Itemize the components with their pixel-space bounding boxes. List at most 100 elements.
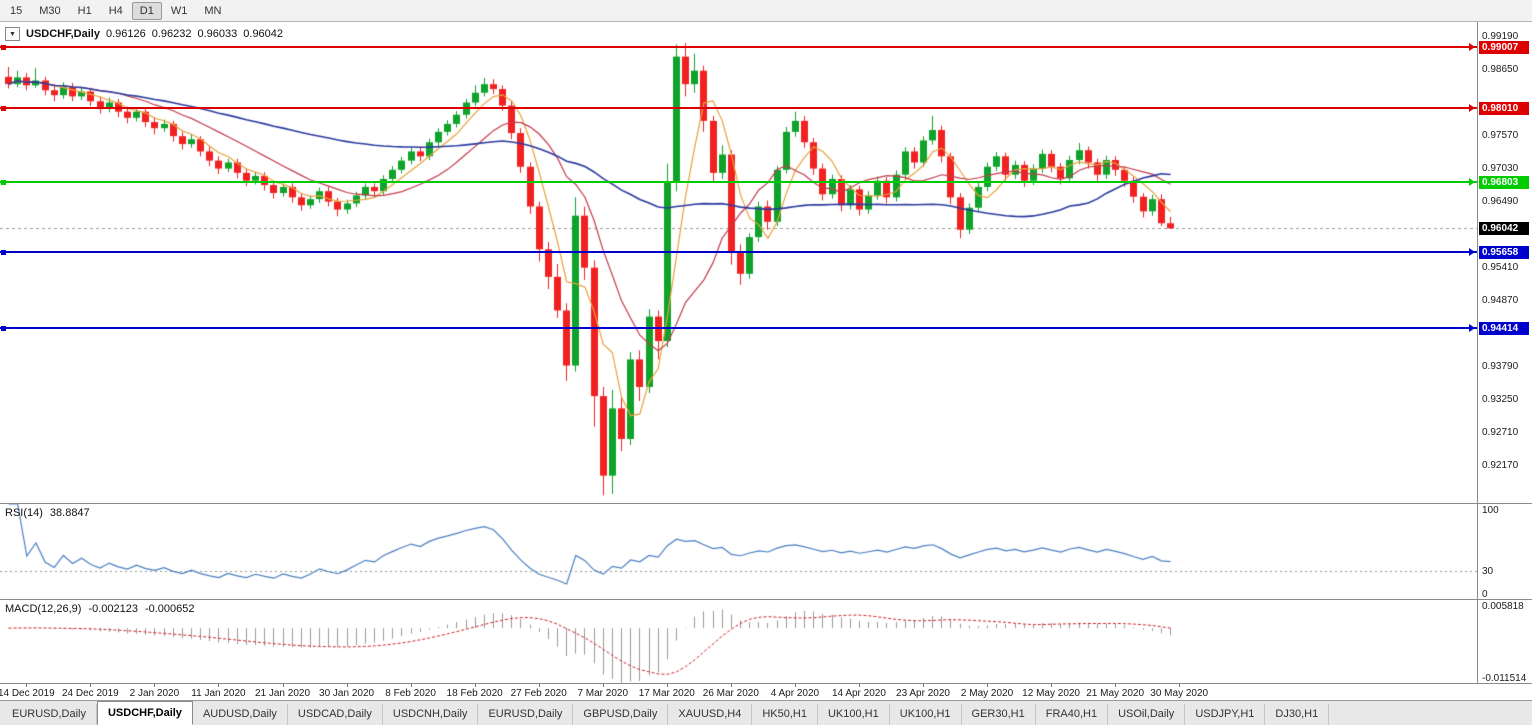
price-axis-tick: 0.92170 — [1482, 460, 1519, 472]
chart-tab-eurusd-daily[interactable]: EURUSD,Daily — [2, 704, 97, 725]
macd-signal-value: -0.000652 — [144, 603, 195, 615]
rsi-value: 38.8847 — [49, 507, 90, 519]
ohlc-close: 0.96042 — [243, 28, 284, 40]
ohlc-high: 0.96232 — [151, 28, 192, 40]
timeframe-button-15[interactable]: 15 — [10, 4, 23, 17]
date-label: 2 Jan 2020 — [129, 688, 180, 699]
symbol-name: USDCHF,Daily — [26, 28, 100, 40]
chart-tab-bar: EURUSD,Daily USDCHF,Daily AUDUSD,Daily USDC… — [0, 700, 1532, 725]
date-label: 21 Jan 2020 — [254, 688, 311, 699]
date-label: 8 Feb 2020 — [385, 688, 436, 699]
time-axis-tick — [346, 684, 348, 687]
time-axis-tick — [154, 684, 156, 687]
chart-tab-usdcnh-daily[interactable]: USDCNH,Daily — [383, 704, 479, 725]
timeframe-button-mn[interactable]: MN — [204, 4, 222, 17]
rsi-axis-tick: 100 — [1482, 505, 1499, 516]
price-line-label-0.98010: 0.98010 — [1479, 102, 1529, 115]
chart-tab-ger30-h1[interactable]: GER30,H1 — [962, 704, 1036, 725]
time-axis-tick — [282, 684, 284, 687]
time-axis-tick — [666, 684, 668, 687]
date-label: 14 Dec 2019 — [0, 688, 55, 699]
timeframe-button-h4[interactable]: H4 — [108, 4, 123, 17]
price-axis-tick: 0.98650 — [1482, 63, 1519, 75]
macd-axis-tick: -0.011514 — [1482, 673, 1527, 684]
time-axis-tick — [1051, 684, 1053, 687]
price-axis-tick: 0.93790 — [1482, 361, 1519, 373]
macd-name: MACD(12,26,9) — [5, 603, 82, 615]
ohlc-open: 0.96126 — [105, 28, 146, 40]
timeframe-button-d1[interactable]: D1 — [131, 1, 162, 20]
date-label: 14 Apr 2020 — [831, 688, 886, 699]
time-axis-tick — [602, 684, 604, 687]
price-chart-pane: ▼ USDCHF,Daily 0.96126 0.96232 0.96033 0… — [0, 22, 1532, 503]
chart-tab-uk100-h1[interactable]: UK100,H1 — [890, 704, 962, 725]
rsi-axis-tick: 0 — [1482, 589, 1488, 600]
price-chart-canvas[interactable] — [0, 22, 1477, 503]
time-axis-tick — [538, 684, 540, 687]
date-label: 7 Mar 2020 — [577, 688, 629, 699]
price-axis-tick: 0.92710 — [1482, 427, 1519, 439]
timeframe-toolbar: 15 M30 H1 H4 D1 W1 MN — [0, 0, 1532, 22]
chart-tab-dj30-h1[interactable]: DJ30,H1 — [1265, 704, 1330, 725]
chart-tab-audusd-daily[interactable]: AUDUSD,Daily — [193, 704, 288, 725]
chart-tab-eurusd-daily[interactable]: EURUSD,Daily — [478, 704, 574, 725]
price-line-label-0.96042: 0.96042 — [1479, 222, 1529, 236]
price-line-label-0.96803: 0.96803 — [1479, 175, 1529, 189]
macd-axis-tick: 0.005818 — [1482, 601, 1524, 612]
price-line-label-0.94414: 0.94414 — [1479, 321, 1529, 335]
date-label: 23 Apr 2020 — [896, 688, 950, 699]
date-label: 11 Jan 2020 — [191, 688, 246, 699]
macd-indicator-label: MACD(12,26,9) -0.002123 -0.000652 — [5, 603, 195, 615]
chart-dropdown-icon[interactable]: ▼ — [5, 27, 20, 41]
chart-tab-fra40-h1[interactable]: FRA40,H1 — [1036, 704, 1109, 725]
date-label: 30 Jan 2020 — [319, 688, 375, 699]
date-label: 24 Dec 2019 — [61, 688, 119, 699]
chart-tab-usdcad-daily[interactable]: USDCAD,Daily — [288, 704, 383, 725]
rsi-axis[interactable]: 100 30 0 — [1477, 504, 1532, 600]
date-label: 18 Feb 2020 — [446, 688, 503, 699]
date-label: 4 Apr 2020 — [770, 688, 820, 699]
chart-tab-hk50-h1[interactable]: HK50,H1 — [752, 704, 818, 725]
timeframe-button-m30[interactable]: M30 — [39, 4, 61, 17]
price-axis-tick: 0.97030 — [1482, 162, 1519, 174]
ohlc-low: 0.96033 — [197, 28, 238, 40]
date-label: 12 May 2020 — [1022, 688, 1081, 699]
chart-tab-usdjpy-h1[interactable]: USDJPY,H1 — [1185, 704, 1266, 725]
rsi-name: RSI(14) — [5, 507, 43, 519]
date-label: 21 May 2020 — [1086, 688, 1145, 699]
time-axis-tick — [26, 684, 28, 687]
rsi-indicator-pane: RSI(14) 38.8847 100 30 0 — [0, 503, 1532, 600]
macd-canvas — [0, 600, 1477, 684]
timeframe-button-h1[interactable]: H1 — [77, 4, 92, 17]
date-label: 17 Mar 2020 — [638, 688, 695, 699]
price-axis-tick: 0.99190 — [1482, 30, 1519, 42]
chart-tab-usoil-daily[interactable]: USOil,Daily — [1108, 704, 1186, 725]
price-line-label-0.95658: 0.95658 — [1479, 245, 1529, 259]
chart-tab-gbpusd-daily[interactable]: GBPUSD,Daily — [573, 704, 669, 725]
chart-tab-uk100-h1[interactable]: UK100,H1 — [818, 704, 890, 725]
chart-tab-xauusd-h4[interactable]: XAUUSD,H4 — [668, 704, 753, 725]
price-axis-tick: 0.95410 — [1482, 262, 1519, 274]
time-axis-tick — [90, 684, 92, 687]
timeframe-button-w1[interactable]: W1 — [170, 4, 188, 17]
time-axis-tick — [218, 684, 220, 687]
price-axis-tick: 0.97570 — [1482, 129, 1519, 141]
symbol-ohlc-readout: ▼ USDCHF,Daily 0.96126 0.96232 0.96033 0… — [5, 27, 283, 41]
macd-axis[interactable]: 0.005818 -0.011514 — [1477, 600, 1532, 684]
time-axis-tick — [730, 684, 732, 687]
time-axis-tick — [1115, 684, 1117, 687]
price-axis-tick: 0.94870 — [1482, 295, 1519, 307]
time-axis-tick — [987, 684, 989, 687]
date-label: 2 May 2020 — [960, 688, 1014, 699]
rsi-indicator-label: RSI(14) 38.8847 — [5, 507, 90, 519]
price-axis-tick: 0.96490 — [1482, 195, 1519, 207]
time-axis[interactable]: 14 Dec 2019 24 Dec 2019 2 Jan 2020 11 Jan 2… — [0, 683, 1532, 700]
time-axis-tick — [410, 684, 412, 687]
date-label: 26 Mar 2020 — [702, 688, 759, 699]
rsi-axis-tick: 30 — [1482, 566, 1494, 578]
price-line-label-0.99007: 0.99007 — [1479, 41, 1529, 55]
rsi-canvas — [0, 504, 1477, 600]
chart-tab-usdchf-daily[interactable]: USDCHF,Daily — [96, 701, 193, 725]
price-axis[interactable]: 0.99007 0.98010 0.96803 0.95658 0.94414 0.960… — [1477, 22, 1532, 503]
